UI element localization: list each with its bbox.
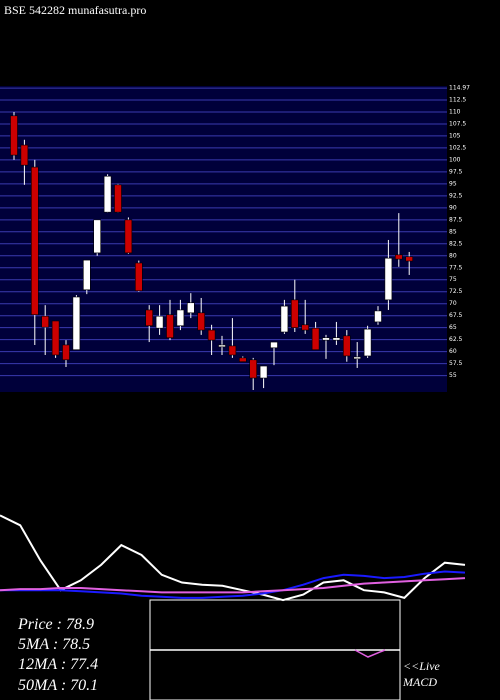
candle-body	[10, 115, 18, 156]
y-tick-label: 80	[449, 252, 457, 259]
y-tick-label: 75	[449, 276, 457, 283]
y-tick-label: 65	[449, 324, 457, 331]
candle-body	[405, 256, 414, 262]
candle-body	[342, 335, 351, 357]
candle-body	[72, 296, 81, 351]
candle-body	[114, 184, 122, 213]
y-tick-label: 90	[449, 204, 457, 211]
y-tick-label: 95	[449, 180, 457, 187]
candle-body	[301, 324, 310, 331]
candle-body	[259, 365, 268, 379]
y-tick-label: 110	[449, 108, 461, 115]
y-tick-label: 112.5	[449, 96, 466, 103]
candle-body	[249, 359, 257, 379]
indicator-line	[0, 514, 466, 602]
y-tick-label: 67.5	[449, 312, 463, 319]
y-tick-label: 100	[449, 156, 461, 163]
info-50ma: 50MA : 70.1	[18, 677, 98, 694]
info-12ma: 12MA : 77.4	[18, 656, 98, 673]
candle-body	[135, 262, 143, 292]
candle-body	[166, 314, 174, 339]
y-tick-label: 114.97	[449, 85, 470, 92]
candle-body	[394, 254, 403, 260]
candle-body	[93, 219, 101, 254]
candle-body	[176, 309, 185, 327]
y-tick-label: 92.5	[449, 192, 463, 199]
candle-body	[51, 320, 60, 356]
candle-body	[363, 328, 372, 357]
candle-body	[311, 327, 320, 351]
candle-body	[353, 356, 362, 360]
candle-body	[290, 299, 299, 328]
chart-title: BSE 542282 munafasutra.pro	[4, 3, 146, 17]
y-tick-label: 77.5	[449, 264, 463, 271]
candle-body	[384, 257, 393, 301]
indicator-line	[0, 570, 466, 599]
y-tick-label: 87.5	[449, 216, 463, 223]
candle-body	[207, 329, 216, 341]
candle-body	[103, 175, 112, 213]
y-tick-label: 72.5	[449, 288, 463, 295]
candle-body	[239, 357, 247, 363]
y-tick-label: 62.5	[449, 336, 463, 343]
y-tick-label: 102.5	[449, 144, 466, 151]
candle-body	[280, 305, 289, 333]
candle-body	[41, 315, 50, 328]
candle-body	[218, 344, 226, 348]
candle-body	[62, 344, 70, 361]
y-tick-label: 107.5	[449, 120, 466, 127]
candle-body	[332, 337, 341, 341]
y-tick-label: 57.5	[449, 360, 463, 367]
candle-body	[197, 312, 205, 331]
candle-body	[30, 166, 39, 316]
indicator-line	[0, 577, 466, 594]
candle-body	[124, 219, 133, 254]
y-tick-label: 85	[449, 228, 457, 235]
macd-live: <<Live	[403, 659, 441, 673]
candle-body	[155, 315, 164, 329]
y-tick-label: 82.5	[449, 240, 463, 247]
y-tick-label: 105	[449, 132, 461, 139]
candle-body	[145, 309, 153, 327]
macd-signal	[354, 649, 386, 658]
info-5ma: 5MA : 78.5	[18, 636, 90, 653]
y-tick-label: 97.5	[449, 168, 463, 175]
y-tick-label: 55	[449, 372, 457, 379]
info-price: Price : 78.9	[17, 616, 94, 633]
candle-body	[83, 259, 91, 291]
candle-body	[228, 345, 237, 356]
candle-body	[374, 310, 382, 323]
candle-body	[20, 144, 29, 166]
macd-title: MACD	[402, 675, 437, 689]
y-tick-label: 60	[449, 348, 457, 355]
candle-body	[270, 341, 278, 349]
candle-body	[187, 302, 195, 314]
y-tick-label: 70	[449, 300, 457, 307]
candle-body	[322, 337, 330, 341]
